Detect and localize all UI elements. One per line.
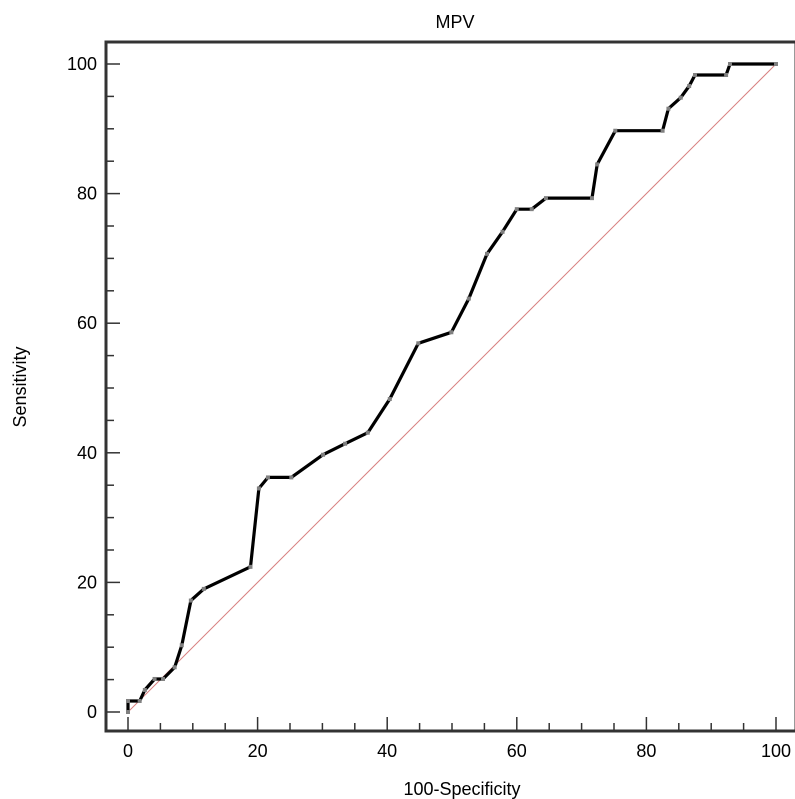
roc-point: [543, 196, 548, 201]
x-tick-label: 100: [761, 741, 791, 761]
roc-point: [416, 341, 421, 346]
y-tick-label: 80: [77, 184, 97, 204]
x-tick-label: 40: [377, 741, 397, 761]
roc-point: [188, 598, 193, 603]
roc-point: [589, 196, 594, 201]
roc-point: [693, 73, 697, 78]
roc-point: [687, 84, 692, 89]
roc-point: [387, 397, 392, 402]
roc-point: [256, 486, 261, 491]
roc-point: [265, 475, 270, 480]
reference-diagonal-line: [127, 63, 777, 713]
roc-point: [613, 128, 618, 133]
roc-point: [160, 676, 165, 681]
roc-point: [343, 441, 348, 446]
x-axis: 0 20 40 60 80 100: [123, 717, 791, 761]
roc-point: [500, 229, 505, 234]
roc-point: [514, 207, 519, 212]
roc-point: [678, 95, 683, 100]
roc-point: [595, 162, 600, 167]
roc-point: [321, 452, 326, 457]
roc-point: [365, 430, 370, 435]
roc-point: [179, 643, 184, 648]
y-axis-label: Sensitivity: [10, 346, 30, 427]
roc-point: [529, 207, 534, 212]
roc-curve-points: [126, 62, 778, 714]
roc-point: [484, 251, 489, 256]
y-tick-label: 100: [67, 54, 97, 74]
x-tick-label: 20: [248, 741, 268, 761]
roc-point: [449, 330, 454, 335]
chart-title: MPV: [435, 12, 474, 32]
roc-point: [660, 128, 665, 133]
y-tick-label: 40: [77, 443, 97, 463]
roc-point: [248, 564, 253, 569]
roc-point: [774, 62, 778, 66]
x-tick-label: 80: [636, 741, 656, 761]
roc-point: [152, 676, 157, 681]
roc-point: [289, 475, 294, 480]
x-tick-label: 0: [123, 741, 133, 761]
roc-point: [724, 73, 729, 78]
roc-point: [201, 586, 206, 591]
roc-point: [466, 296, 471, 301]
roc-point: [126, 698, 130, 703]
y-tick-label: 60: [77, 313, 97, 333]
y-axis: 0 20 40 60 80 100: [67, 54, 120, 722]
y-tick-label: 20: [77, 572, 97, 592]
roc-point: [142, 687, 147, 692]
roc-point: [666, 106, 671, 111]
roc-point: [126, 710, 130, 714]
x-tick-label: 60: [507, 741, 527, 761]
roc-point: [172, 665, 177, 670]
y-tick-label: 0: [87, 702, 97, 722]
roc-point: [727, 62, 732, 66]
x-axis-label: 100-Specificity: [403, 779, 520, 799]
plot-frame: [104, 40, 795, 733]
roc-point: [137, 698, 142, 703]
